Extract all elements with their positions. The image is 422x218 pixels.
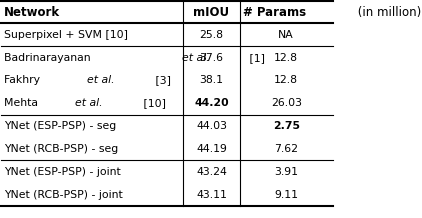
Text: 38.1: 38.1 xyxy=(200,75,224,85)
Text: 7.62: 7.62 xyxy=(274,144,298,154)
Text: YNet (RCB-PSP) - joint: YNet (RCB-PSP) - joint xyxy=(4,189,123,199)
Text: [1]: [1] xyxy=(246,53,265,63)
Text: 44.20: 44.20 xyxy=(194,98,229,108)
Text: 43.24: 43.24 xyxy=(196,167,227,177)
Text: NA: NA xyxy=(279,30,294,40)
Text: # Params: # Params xyxy=(243,6,306,19)
Text: 37.6: 37.6 xyxy=(200,53,224,63)
Text: 44.03: 44.03 xyxy=(196,121,227,131)
Text: mIOU: mIOU xyxy=(193,6,230,19)
Text: 2.75: 2.75 xyxy=(273,121,300,131)
Text: [10]: [10] xyxy=(140,98,166,108)
Text: Superpixel + SVM [10]: Superpixel + SVM [10] xyxy=(4,30,128,40)
Text: YNet (RCB-PSP) - seg: YNet (RCB-PSP) - seg xyxy=(4,144,118,154)
Text: et al.: et al. xyxy=(87,75,115,85)
Text: [3]: [3] xyxy=(151,75,170,85)
Text: 44.19: 44.19 xyxy=(196,144,227,154)
Text: et al.: et al. xyxy=(182,53,209,63)
Text: 12.8: 12.8 xyxy=(274,75,298,85)
Text: YNet (ESP-PSP) - seg: YNet (ESP-PSP) - seg xyxy=(4,121,116,131)
Text: 3.91: 3.91 xyxy=(274,167,298,177)
Text: YNet (ESP-PSP) - joint: YNet (ESP-PSP) - joint xyxy=(4,167,121,177)
Text: 43.11: 43.11 xyxy=(196,189,227,199)
Text: Badrinarayanan: Badrinarayanan xyxy=(4,53,94,63)
Text: (in million): (in million) xyxy=(354,6,422,19)
Text: et al.: et al. xyxy=(75,98,103,108)
Text: 9.11: 9.11 xyxy=(274,189,298,199)
Text: Mehta: Mehta xyxy=(4,98,41,108)
Text: 26.03: 26.03 xyxy=(271,98,302,108)
Text: 25.8: 25.8 xyxy=(200,30,224,40)
Text: 12.8: 12.8 xyxy=(274,53,298,63)
Text: Network: Network xyxy=(4,6,60,19)
Text: Fakhry: Fakhry xyxy=(4,75,43,85)
